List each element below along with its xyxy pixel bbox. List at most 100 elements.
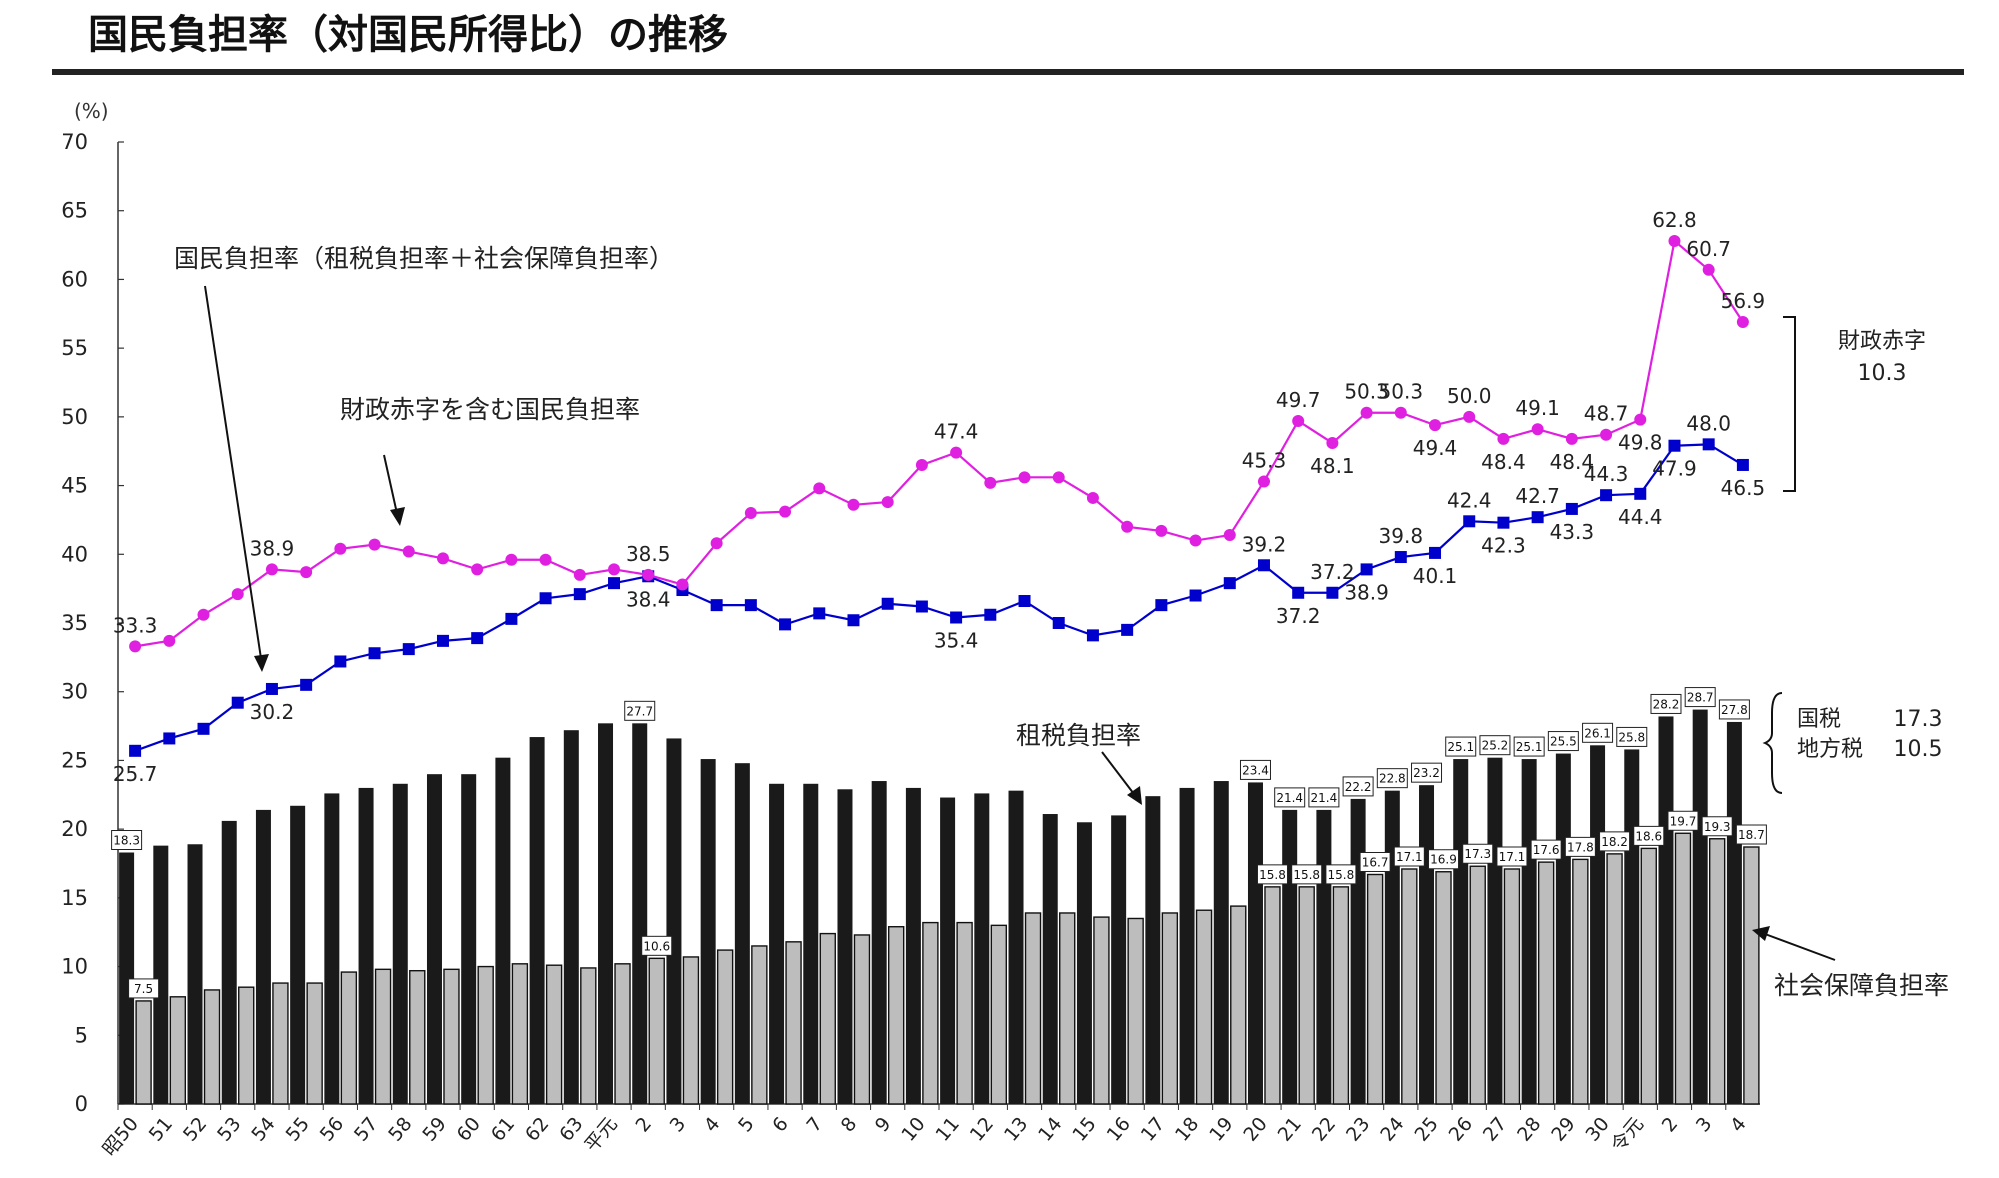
tax-bar xyxy=(940,797,956,1104)
y-tick-label: 45 xyxy=(61,474,88,498)
tax-value-label: 21.4 xyxy=(1311,791,1338,805)
social-bar xyxy=(1401,868,1418,1105)
social-bar xyxy=(1230,905,1247,1105)
deficit-burden-marker xyxy=(163,634,176,647)
total-burden-marker xyxy=(1360,563,1373,576)
total-value-label: 39.8 xyxy=(1379,524,1424,548)
tax-bar xyxy=(1521,759,1537,1104)
tax-bar xyxy=(153,845,169,1104)
deficit-value-label: 48.7 xyxy=(1584,402,1629,426)
deficit-burden-marker xyxy=(1463,410,1476,423)
x-tick-label: 12 xyxy=(966,1113,998,1146)
social-value-label-box xyxy=(128,978,160,999)
social-value-label-box xyxy=(1462,843,1494,864)
tax-bar xyxy=(529,737,545,1104)
tax-value-label: 27.8 xyxy=(1721,703,1748,717)
total-value-label: 37.2 xyxy=(1276,604,1321,628)
social-bar xyxy=(990,924,1008,1105)
x-tick-label: 28 xyxy=(1513,1113,1545,1146)
x-tick-label: 52 xyxy=(179,1113,211,1146)
total-value-label: 38.4 xyxy=(626,587,671,611)
social-value-label: 18.2 xyxy=(1601,835,1628,849)
deficit-burden-marker xyxy=(1292,414,1305,427)
total-burden-marker xyxy=(881,597,894,610)
total-burden-annotation: 国民負担率（租税負担率＋社会保障負担率） xyxy=(174,244,674,273)
deficit-bracket xyxy=(1783,316,1796,492)
tax-bar xyxy=(700,759,716,1104)
tax-value-label-box xyxy=(1547,731,1579,752)
social-value-label: 7.5 xyxy=(134,982,153,996)
deficit-burden-marker xyxy=(231,588,244,601)
x-tick-label: 15 xyxy=(1068,1113,1100,1146)
tax-value-label: 25.1 xyxy=(1447,740,1474,754)
x-tick-label: 55 xyxy=(282,1113,314,1146)
total-burden-marker xyxy=(984,608,997,621)
total-burden-marker xyxy=(1429,546,1442,559)
social-bar xyxy=(1093,916,1110,1105)
total-value-label: 47.9 xyxy=(1652,457,1697,481)
social-burden-annotation: 社会保障負担率 xyxy=(1774,971,1949,1000)
total-burden-marker xyxy=(1736,458,1749,471)
social-bar xyxy=(1503,868,1521,1105)
lines xyxy=(129,234,1749,757)
deficit-value-label: 49.1 xyxy=(1515,396,1560,420)
data-labels: 18.3 27.7 23.4 21.4 21.4 22.2 22.8 23.2 25.1 25.2… xyxy=(111,208,1767,999)
deficit-value-label: 33.3 xyxy=(113,613,158,637)
tax-bar xyxy=(255,809,271,1104)
social-value-label-box xyxy=(1564,836,1596,857)
total-burden-marker xyxy=(950,611,963,624)
social-bar xyxy=(477,965,494,1105)
social-bar xyxy=(648,957,665,1105)
y-tick-label: 40 xyxy=(61,542,88,566)
deficit-value-label: 48.1 xyxy=(1310,454,1355,478)
tax-bar xyxy=(461,774,477,1104)
deficit-value-label: 49.8 xyxy=(1618,431,1663,455)
social-value-label-box xyxy=(1428,849,1460,870)
x-tick-label: 4 xyxy=(700,1113,725,1136)
total-value-label: 42.7 xyxy=(1515,484,1560,508)
deficit-burden-marker xyxy=(471,563,484,576)
social-value-label-box xyxy=(1530,839,1562,860)
y-tick-label: 15 xyxy=(61,886,88,910)
deficit-burden-marker xyxy=(368,538,381,551)
deficit-burden-marker xyxy=(436,552,449,565)
deficit-value-label: 48.4 xyxy=(1481,450,1526,474)
tax-bar xyxy=(1042,814,1058,1104)
social-bar xyxy=(1195,909,1213,1105)
x-tick-label: 10 xyxy=(897,1113,929,1146)
deficit-value-label: 62.8 xyxy=(1652,208,1697,232)
y-tick-label: 50 xyxy=(61,405,88,429)
social-value-label: 18.6 xyxy=(1635,829,1662,843)
total-burden-marker xyxy=(1326,586,1339,599)
tax-bar xyxy=(1726,721,1742,1104)
x-tick-label: 54 xyxy=(247,1113,279,1146)
total-value-label: 44.4 xyxy=(1618,505,1663,529)
tax-bar xyxy=(1076,822,1092,1104)
total-value-label: 46.5 xyxy=(1721,476,1766,500)
social-value-label-box xyxy=(1291,864,1323,885)
deficit-burden-marker xyxy=(642,568,655,581)
deficit-burden-marker xyxy=(1668,234,1681,247)
deficit-burden-marker xyxy=(915,458,928,471)
deficit-burden-marker xyxy=(1086,491,1099,504)
deficit-burden-marker xyxy=(608,563,621,576)
total-value-label: 43.3 xyxy=(1550,520,1595,544)
tax-value-label-box xyxy=(1513,736,1545,757)
total-burden-arrow xyxy=(204,285,263,666)
deficit-burden-marker xyxy=(1223,529,1236,542)
tax-value-label-box xyxy=(1445,736,1477,757)
total-burden-marker xyxy=(1394,551,1407,564)
x-tick-label: 22 xyxy=(1308,1113,1340,1146)
deficit-value-label: 49.4 xyxy=(1413,436,1458,460)
social-value-label: 16.9 xyxy=(1430,853,1457,867)
social-value-label: 17.8 xyxy=(1567,840,1594,854)
total-value-label: 40.1 xyxy=(1413,564,1458,588)
x-tick-label: 8 xyxy=(837,1113,862,1136)
x-tick-label: 24 xyxy=(1376,1113,1408,1146)
social-bar xyxy=(169,996,187,1105)
local-tax-label: 地方税 xyxy=(1797,737,1863,762)
tax-bar xyxy=(1247,782,1263,1104)
total-burden-marker xyxy=(1531,511,1544,524)
deficit-burden-marker xyxy=(813,482,826,495)
total-burden-marker xyxy=(608,577,621,590)
